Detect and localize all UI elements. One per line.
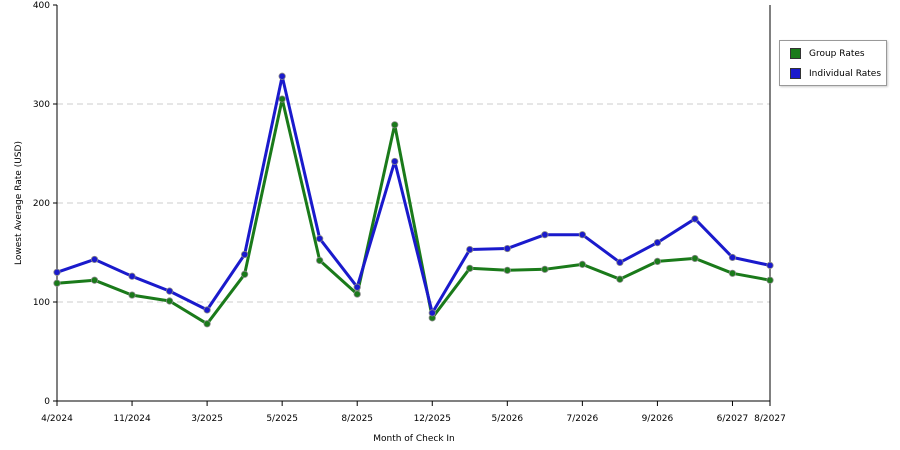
- data-point: [766, 261, 774, 269]
- data-point: [128, 291, 136, 299]
- axes: [56, 5, 771, 402]
- data-point: [503, 244, 511, 253]
- x-axis-title: Month of Check In: [373, 434, 455, 444]
- grid-lines: [57, 103, 770, 303]
- x-tick-label: 7/2026: [567, 414, 599, 424]
- x-tick-label: 4/2024: [41, 414, 73, 424]
- data-point: [241, 270, 249, 278]
- x-tick-label: 3/2025: [191, 414, 223, 424]
- series-1: [53, 72, 774, 317]
- data-point: [691, 254, 699, 263]
- x-tick-label: 9/2026: [642, 414, 674, 424]
- series: [53, 72, 774, 328]
- data-point: [278, 95, 286, 103]
- data-point: [316, 235, 324, 243]
- data-point: [541, 265, 549, 273]
- y-tick-label: 0: [44, 397, 50, 407]
- data-point: [90, 276, 99, 284]
- y-tick-label: 200: [33, 199, 50, 209]
- x-tick-label: 6/2027: [717, 414, 749, 424]
- data-point: [578, 260, 586, 268]
- legend-label-individual: Individual Rates: [809, 68, 882, 79]
- data-point: [728, 253, 737, 262]
- x-tick-label: 8/2027: [754, 414, 786, 424]
- y-tick-label: 400: [33, 1, 50, 11]
- y-axis-title: Lowest Average Rate (USD): [14, 141, 24, 265]
- data-point: [391, 121, 399, 129]
- data-point: [90, 255, 99, 264]
- data-point: [165, 287, 174, 295]
- data-point: [203, 306, 211, 314]
- series-line: [56, 74, 771, 315]
- data-point: [691, 215, 699, 223]
- data-point: [766, 276, 774, 284]
- data-point: [278, 72, 286, 80]
- tick-labels: 0 100 200 300 400 4/2024 11/2024 3/2025 5/2025 8/…: [33, 1, 786, 424]
- x-tick-label: 11/2024: [113, 414, 151, 424]
- data-point: [241, 250, 249, 259]
- data-point: [353, 290, 361, 298]
- x-tick-label: 5/2025: [266, 414, 298, 424]
- data-point: [128, 272, 136, 280]
- data-point: [316, 256, 324, 265]
- legend-swatch-individual: [790, 68, 801, 79]
- series-0: [53, 95, 774, 328]
- data-point: [203, 320, 211, 328]
- legend-label-group: Group Rates: [809, 48, 865, 59]
- data-point: [728, 269, 737, 277]
- data-point: [353, 283, 361, 291]
- data-point: [53, 279, 61, 287]
- data-point: [653, 257, 662, 266]
- y-tick-label: 300: [33, 100, 50, 110]
- legend-item-individual: Individual Rates: [790, 68, 881, 79]
- data-point: [466, 264, 474, 272]
- x-tick-label: 8/2025: [341, 414, 373, 424]
- data-point: [53, 268, 61, 276]
- legend-swatch-group: [790, 48, 801, 59]
- x-tick-label: 5/2026: [491, 414, 523, 424]
- data-point: [616, 275, 624, 283]
- data-point: [616, 258, 624, 266]
- data-point: [653, 239, 662, 247]
- data-point: [165, 297, 174, 305]
- data-point: [578, 231, 586, 239]
- data-point: [391, 157, 399, 166]
- series-line: [56, 97, 771, 326]
- data-point: [466, 245, 474, 254]
- y-tick-label: 100: [33, 298, 50, 308]
- data-point: [428, 309, 436, 317]
- data-point: [503, 266, 511, 274]
- legend-item-group: Group Rates: [790, 48, 865, 59]
- legend: Group Rates Individual Rates: [779, 40, 887, 86]
- x-tick-label: 12/2025: [414, 414, 451, 424]
- data-point: [541, 231, 549, 239]
